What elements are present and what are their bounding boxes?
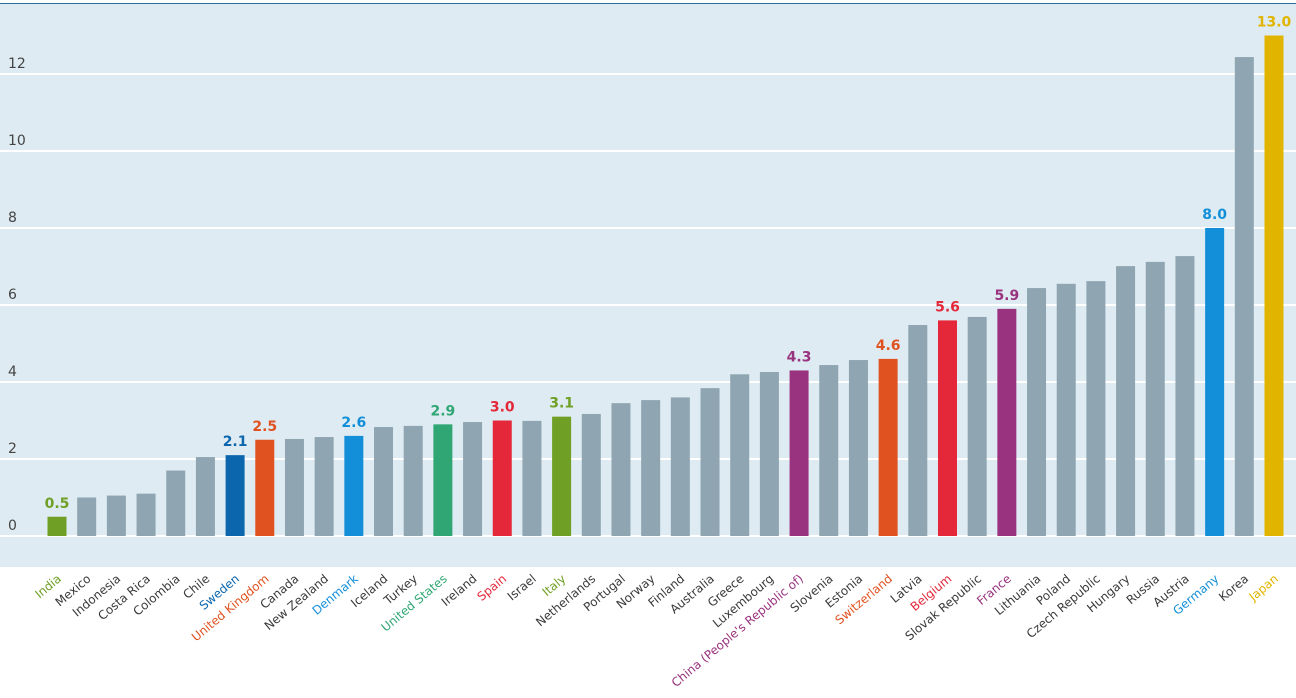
bar-poland [1056,283,1076,536]
data-label: 3.0 [490,400,515,416]
bar-italy [552,416,572,536]
bar-netherlands [581,413,601,536]
bar-spain [492,420,512,536]
bar-finland [670,397,690,536]
bar-chile [195,457,215,536]
data-label: 5.6 [935,299,960,315]
bar-japan [1264,35,1284,536]
bar-new-zealand [314,437,334,536]
data-label: 3.1 [549,396,574,412]
bar-hungary [1116,266,1136,536]
bar-france [997,308,1017,536]
data-label: 2.9 [430,403,455,419]
bar-costa-rica [136,493,156,536]
bar-latvia [908,325,928,536]
data-label: 2.1 [223,434,248,450]
bar-luxembourg [759,371,779,536]
data-label: 8.0 [1202,207,1227,223]
bar-lithuania [1027,288,1047,536]
bar-czech-republic [1086,281,1106,536]
bar-switzerland [878,358,898,536]
data-label: 2.6 [341,415,366,431]
y-tick-label: 8 [8,210,17,226]
bar-mexico [77,497,97,536]
bar-ireland [463,422,483,536]
y-tick-label: 2 [8,441,17,457]
bar-slovenia [819,365,839,536]
bar-united-states [433,424,453,536]
data-label: 4.3 [787,349,812,365]
data-label: 2.5 [252,419,277,435]
bar-colombia [166,470,186,536]
bar-iceland [374,427,394,536]
y-tick-label: 4 [8,364,17,380]
bar-australia [700,388,720,536]
bar-slovak-republic [967,316,987,536]
bar-belgium [937,320,957,536]
bar-israel [522,420,542,536]
bar-sweden [225,455,245,536]
bar-canada [284,438,304,536]
data-label: 13.0 [1257,15,1292,31]
data-label: 4.6 [876,338,901,354]
x-tick-label: Spain [474,572,509,604]
data-label: 0.5 [45,496,70,512]
bar-korea [1234,57,1254,537]
bar-greece [730,374,750,536]
bar-germany [1205,228,1225,536]
bar-turkey [403,425,423,536]
y-tick-label: 0 [8,518,17,534]
bar-denmark [344,435,364,536]
x-tick-label: Korea [1216,572,1251,605]
x-tick-label: Japan [1246,572,1281,605]
bar-portugal [611,403,631,536]
bar-russia [1145,261,1165,536]
y-tick-label: 12 [8,56,26,72]
data-label: 5.9 [994,288,1019,304]
bar-norway [641,400,661,536]
bar-estonia [848,360,868,536]
y-tick-label: 6 [8,287,17,303]
bar-india [47,516,67,536]
y-tick-label: 10 [8,133,26,149]
bar-china-people-s-republic-of- [789,370,809,536]
bar-indonesia [106,495,126,536]
bar-united-kingdom [255,439,275,536]
bar-austria [1175,256,1195,536]
x-tick-label: Israel [505,572,539,604]
